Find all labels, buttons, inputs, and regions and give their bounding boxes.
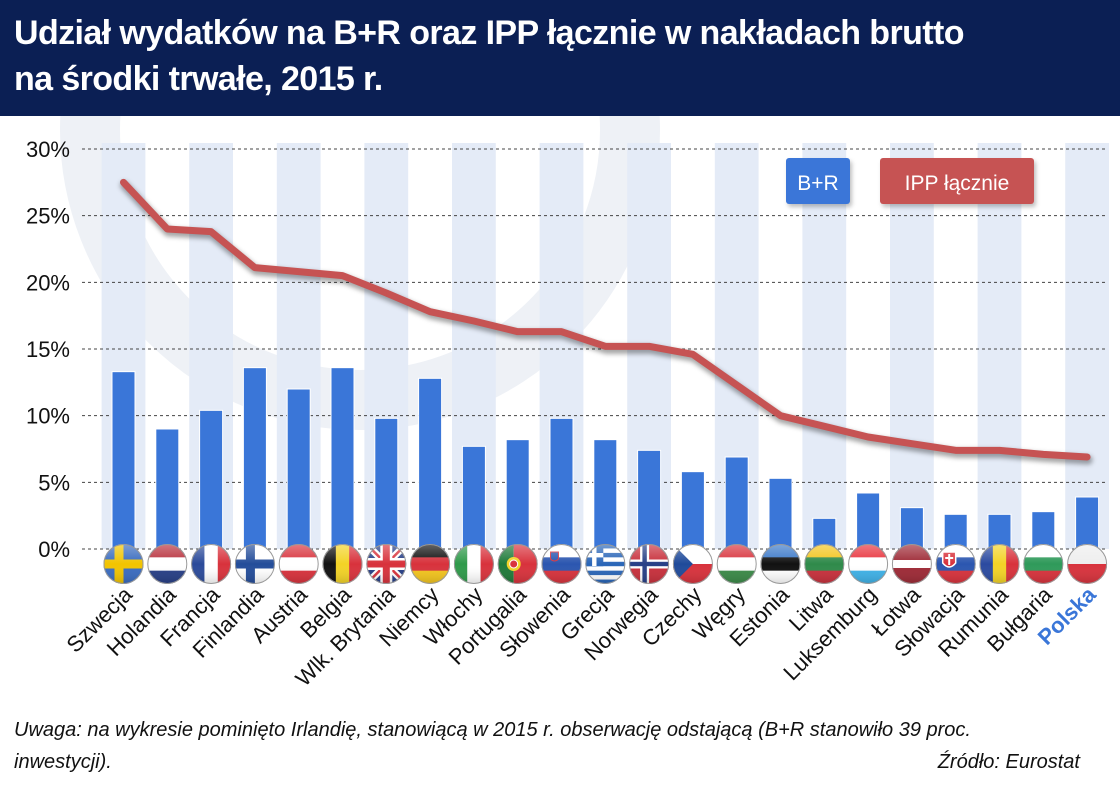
bar-słowacja: [943, 513, 968, 550]
point-grecja: [604, 345, 606, 347]
title-line-2: na środki trwałe, 2015 r.: [14, 60, 383, 98]
point-niemcy: [429, 311, 431, 313]
legend-swatch-ipp: [880, 158, 1034, 204]
bar-węgry: [724, 456, 749, 550]
point-norwegia: [648, 345, 650, 347]
bar-rumunia: [987, 513, 1012, 550]
bar-norwegia: [637, 449, 662, 550]
bar-estonia: [768, 477, 793, 550]
bar-słowenia: [549, 417, 574, 550]
bars-series-br: [111, 367, 1100, 550]
flag-slovenia-icon: [541, 544, 582, 584]
flag-norway-icon: [629, 544, 670, 584]
legend-item-br: B+R: [786, 158, 850, 204]
point-węgry: [736, 384, 738, 386]
flag-poland-icon: [1067, 544, 1108, 584]
flag-czechia-icon: [672, 544, 713, 584]
bar-bułgaria: [1031, 511, 1056, 550]
y-tick-label: 10%: [26, 404, 70, 429]
point-szwecja: [123, 181, 124, 183]
point-włochy: [473, 320, 475, 322]
column-stripes: [101, 143, 1109, 549]
chart-title: Udział wydatków na B+R oraz IPP łącznie …: [14, 10, 1104, 102]
line-series-ipp: [120, 178, 1093, 465]
bar-finlandia: [242, 367, 267, 550]
legend-swatch-br: [786, 158, 850, 204]
source-note: Źródło: Eurostat: [937, 751, 1080, 773]
bar-belgia: [330, 367, 355, 550]
chart-area: 0% 5% 10% 15% 20% 25% 30% SzwecjaHolandiaFranc…: [26, 116, 1109, 691]
title-line-1: Udział wydatków na B+R oraz IPP łącznie …: [14, 14, 964, 52]
y-tick-label: 0%: [38, 537, 70, 562]
bar-polska: [1075, 496, 1100, 550]
bar-luksemburg: [856, 492, 881, 550]
flag-sweden-icon: [103, 544, 144, 584]
bar-francja: [199, 409, 224, 550]
bar-włochy: [461, 445, 486, 550]
legend-label-ipp: IPP łącznie: [905, 172, 1010, 195]
bar-czechy: [680, 471, 705, 550]
point-czechy: [692, 353, 694, 355]
y-tick-label: 25%: [26, 204, 70, 229]
flag-greece-icon: [585, 544, 626, 584]
point-wlk-brytania: [385, 292, 387, 294]
legend: B+R IPP łącznie: [786, 158, 1034, 204]
flag-finland-icon: [234, 544, 275, 584]
bar-grecja: [593, 439, 618, 550]
point-holandia: [166, 228, 168, 230]
flag-portugal-icon: [497, 544, 538, 584]
point-belgia: [342, 275, 343, 277]
point-estonia: [780, 415, 781, 417]
stripe-rumunia: [977, 143, 1022, 549]
y-tick-label: 15%: [26, 337, 70, 362]
point-łotwa: [911, 443, 913, 445]
country-flags: [103, 544, 1108, 584]
stripe-łotwa: [890, 143, 934, 549]
footnote: Uwaga: na wykresie pominięto Irlandię, s…: [14, 719, 971, 773]
title-banner: Udział wydatków na B+R oraz IPP łącznie …: [0, 0, 1120, 116]
bar-szwecja: [111, 371, 136, 550]
point-polska: [1086, 456, 1088, 458]
legend-label-br: B+R: [797, 172, 838, 195]
y-tick-label: 30%: [26, 137, 70, 162]
flag-slovakia-icon: [935, 544, 976, 584]
background-watermark: [60, 116, 660, 430]
point-portugalia: [517, 331, 519, 333]
flag-italy-icon: [453, 544, 494, 584]
stripe-litwa: [802, 143, 847, 549]
point-luksemburg: [867, 436, 869, 438]
point-rumunia: [999, 449, 1000, 451]
legend-item-ipp: IPP łącznie: [880, 158, 1034, 204]
point-słowenia: [561, 331, 562, 333]
point-austria: [298, 271, 300, 273]
y-tick-label: 5%: [38, 470, 70, 495]
y-axis: 0% 5% 10% 15% 20% 25% 30%: [26, 137, 70, 562]
bar-niemcy: [418, 377, 443, 550]
point-bułgaria: [1042, 453, 1044, 455]
point-słowacja: [955, 449, 957, 451]
bar-łotwa: [899, 507, 924, 550]
stripe-polska: [1065, 143, 1109, 549]
point-francja: [210, 231, 212, 233]
flag-uk-icon: [366, 544, 407, 584]
point-litwa: [823, 425, 825, 427]
y-tick-label: 20%: [26, 270, 70, 295]
bar-austria: [286, 388, 311, 550]
flag-latvia-icon: [891, 544, 932, 584]
bar-portugalia: [505, 439, 530, 550]
bar-wlk-brytania: [374, 417, 399, 550]
bar-holandia: [155, 428, 180, 550]
x-axis-labels: SzwecjaHolandiaFrancjaFinlandiaAustriaBe…: [61, 581, 1101, 691]
point-finlandia: [254, 267, 256, 269]
